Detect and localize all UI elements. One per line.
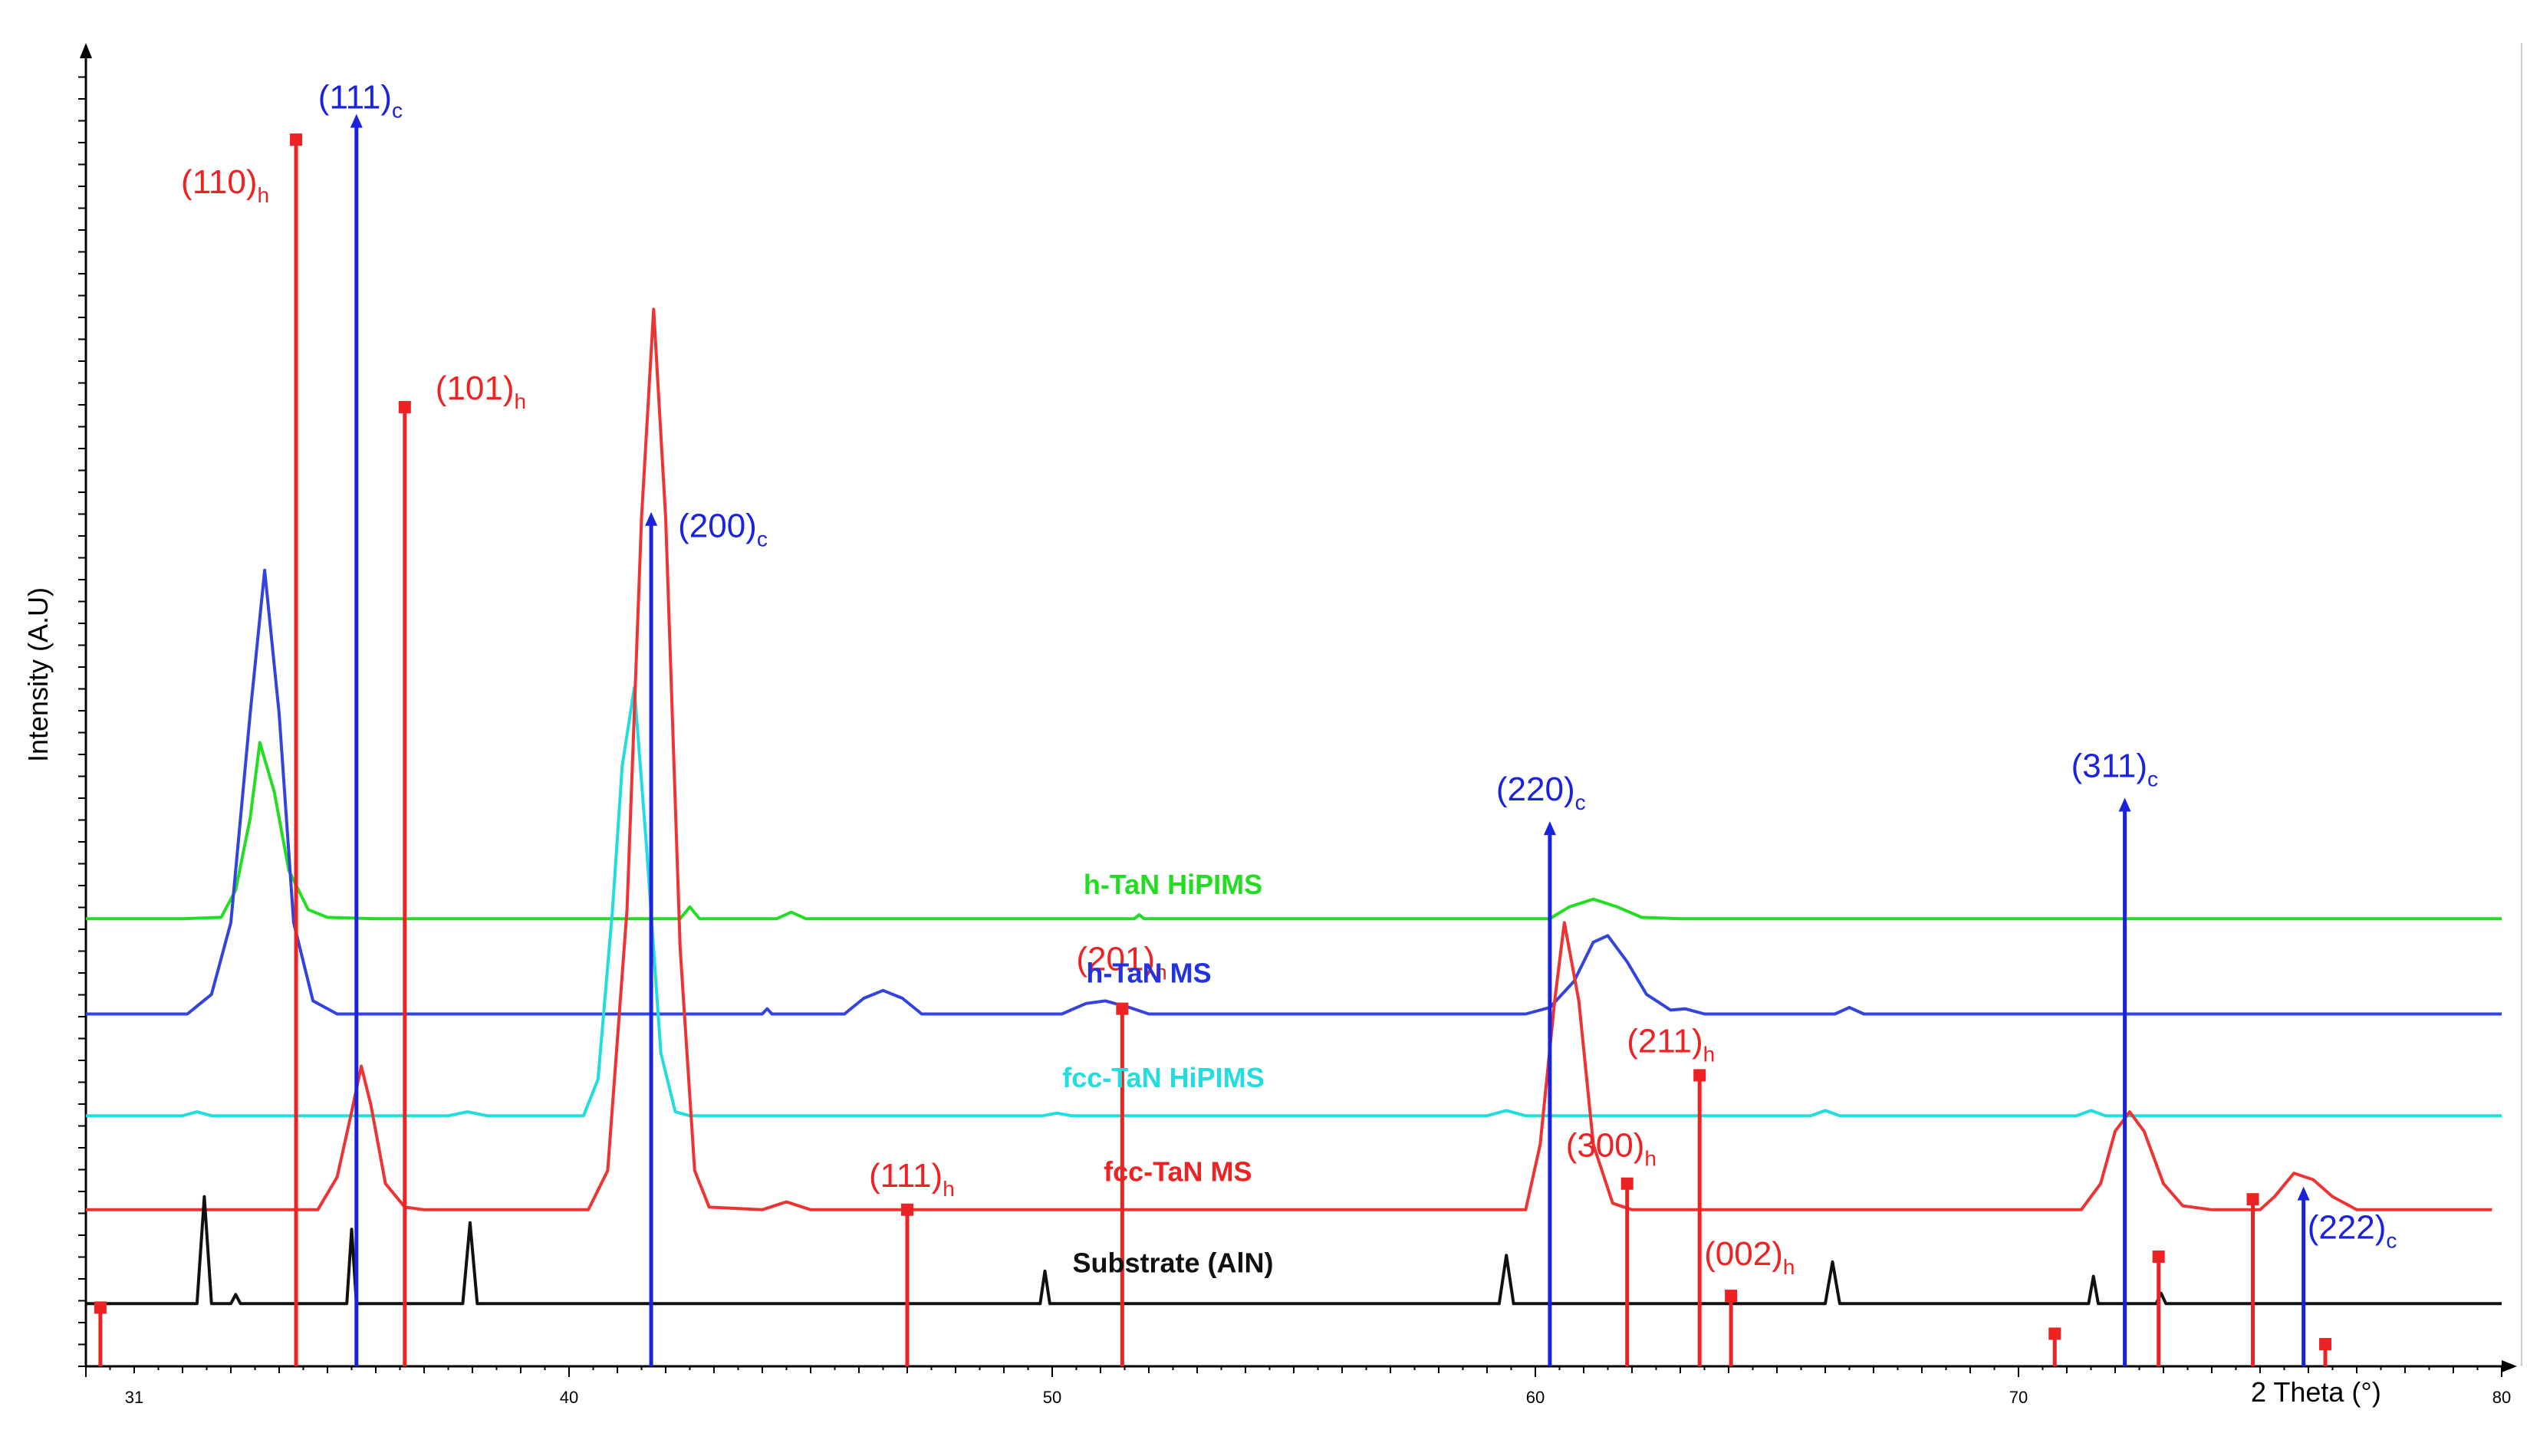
hex-stick-marker: [2048, 1327, 2061, 1340]
x-tick-label: 40: [560, 1388, 578, 1407]
stick-patterns: [94, 113, 2332, 1366]
series-line-substrate-aln: [86, 1195, 2502, 1306]
hkl-label: (222)c: [2308, 1209, 2397, 1253]
y-axis-arrow: [80, 43, 92, 58]
series-label: fcc-TaN HiPIMS: [1062, 1062, 1264, 1093]
hkl-label: (110)h: [181, 163, 269, 207]
x-tick-label: 50: [1043, 1388, 1061, 1407]
x-tick-label: 60: [1526, 1388, 1545, 1407]
series-label: h-TaN MS: [1086, 958, 1211, 989]
hkl-label: (002)h: [1704, 1235, 1795, 1279]
y-axis-title: Intensity (A.U): [22, 587, 54, 762]
hkl-label: (200)c: [678, 508, 768, 551]
hex-stick-marker: [2152, 1251, 2165, 1264]
hex-stick-marker: [94, 1301, 107, 1314]
cubic-stick-arrow: [2297, 1186, 2310, 1201]
series-label: h-TaN HiPIMS: [1084, 869, 1262, 900]
cubic-stick-arrow: [645, 511, 658, 526]
hex-stick-marker: [1725, 1290, 1738, 1303]
axes: 31 40 50 60 70 80: [78, 43, 2522, 1407]
series-layer: [86, 307, 2502, 1306]
hkl-label: (220)c: [1496, 771, 1586, 814]
series-label: Substrate (AlN): [1072, 1247, 1273, 1278]
hkl-label: (111)h: [869, 1157, 955, 1201]
hex-stick-marker: [1620, 1177, 1634, 1190]
series-line-h-tan-ms: [86, 568, 2502, 1016]
hex-stick-marker: [290, 133, 303, 146]
hkl-label: (211)h: [1627, 1022, 1715, 1066]
cubic-stick-arrow: [2118, 797, 2131, 812]
series-line-h-tan-hipims: [86, 741, 2502, 921]
hkl-label: (111)c: [318, 79, 403, 123]
hex-stick-marker: [2246, 1193, 2259, 1206]
x-tick-label: 31: [125, 1388, 143, 1407]
hkl-label: (201)h: [1076, 941, 1166, 984]
hex-stick-marker: [2319, 1338, 2332, 1351]
series-label: fcc-TaN MS: [1104, 1155, 1252, 1187]
hkl-label: (101)h: [436, 370, 526, 413]
x-axis-title: 2 Theta (°): [2251, 1376, 2381, 1408]
series-line-fcc-tan-hipims: [86, 686, 2502, 1118]
hex-stick-marker: [901, 1203, 913, 1216]
hex-stick-marker: [1116, 1002, 1129, 1015]
cubic-stick-arrow: [1543, 821, 1556, 836]
series-line-fcc-tan-ms: [86, 307, 2492, 1211]
hkl-label: (311)c: [2071, 747, 2158, 790]
hex-stick-marker: [398, 401, 411, 414]
x-tick-label: 80: [2492, 1388, 2511, 1407]
hex-stick-marker: [1693, 1069, 1706, 1082]
hkl-label: (300)h: [1566, 1127, 1657, 1171]
x-tick-label: 70: [2009, 1388, 2028, 1407]
annotation-layer: (110)h (101)h (111)h (201)h (300)h (211)h (002…: [181, 79, 2397, 1280]
cubic-stick-arrow: [350, 113, 363, 128]
x-axis-arrow: [2502, 1360, 2517, 1372]
